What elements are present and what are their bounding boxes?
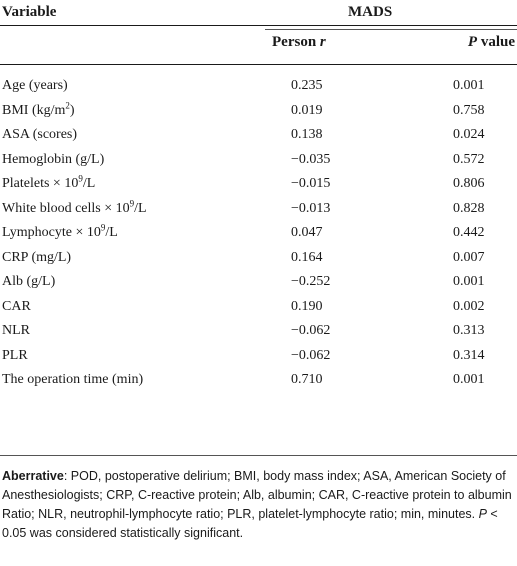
p-value-label: P value	[467, 34, 515, 50]
table-row: Lymphocyte × 109/L 0.047 0.442	[0, 222, 517, 250]
person-r-header: Person r	[272, 34, 326, 51]
superscript: 9	[129, 197, 135, 208]
variable-cell: The operation time (min)	[2, 372, 144, 387]
p-value-cell: 0.758	[453, 102, 485, 118]
rule-header-bottom	[0, 64, 517, 65]
p-value-cell: 0.024	[453, 127, 485, 142]
variable-cell: CRP (mg/L)	[2, 249, 72, 265]
person-r-label: Person r	[272, 34, 326, 50]
variable-cell: CAR	[2, 298, 31, 314]
person-r-cell: −0.015	[291, 176, 331, 191]
table-row: CRP (mg/L) 0.164 0.007	[0, 250, 517, 275]
person-r-cell: 0.190	[291, 298, 323, 314]
person-r-cell: −0.062	[291, 347, 331, 363]
rule-bottom	[0, 455, 517, 456]
variable-cell: Platelets × 109/L	[2, 173, 96, 191]
table-row: Alb (g/L) −0.252 0.001	[0, 274, 517, 299]
footnote-p-symbol: P	[478, 507, 487, 521]
variable-header: Variable	[2, 4, 57, 20]
p-value-cell: 0.806	[453, 176, 485, 191]
superscript: 9	[100, 222, 106, 233]
table-row: NLR −0.062 0.313	[0, 323, 517, 348]
person-r-cell: 0.710	[291, 372, 323, 387]
variable-cell: PLR	[2, 347, 28, 363]
p-value-cell: 0.314	[453, 347, 485, 363]
variable-cell: White blood cells × 109/L	[2, 197, 147, 216]
p-value-cell: 0.002	[453, 298, 485, 314]
p-value-header: P value	[468, 34, 515, 51]
table-row: The operation time (min) 0.710 0.001	[0, 372, 517, 397]
p-value-cell: 0.313	[453, 323, 485, 338]
person-r-cell: −0.252	[291, 274, 331, 289]
table-row: Hemoglobin (g/L) −0.035 0.572	[0, 152, 517, 177]
p-value-cell: 0.572	[453, 151, 485, 167]
footnote-text: : POD, postoperative delirium; BMI, body…	[2, 469, 512, 521]
p-value-cell: 0.007	[453, 249, 485, 265]
table-row: White blood cells × 109/L −0.013 0.828	[0, 197, 517, 226]
p-value-cell: 0.001	[453, 274, 485, 289]
table-row: Age (years) 0.235 0.001	[0, 78, 517, 103]
superscript: 9	[78, 173, 83, 184]
rule-top	[0, 25, 517, 26]
mads-group-header: MADS	[348, 4, 393, 20]
table-row: BMI (kg/m2) 0.019 0.758	[0, 99, 517, 128]
variable-cell: Age (years)	[2, 78, 68, 93]
variable-cell: BMI (kg/m2)	[2, 99, 75, 118]
table-row: CAR 0.190 0.002	[0, 299, 517, 324]
table-footnote: Aberrative: POD, postoperative delirium;…	[2, 467, 514, 543]
variable-cell: ASA (scores)	[2, 127, 78, 142]
variable-cell: NLR	[2, 323, 30, 338]
person-r-cell: −0.062	[291, 323, 331, 338]
person-r-cell: 0.138	[291, 127, 323, 142]
header-row-sub: Person r P value	[0, 34, 517, 56]
variable-cell: Lymphocyte × 109/L	[2, 222, 118, 240]
person-r-cell: −0.035	[291, 151, 331, 167]
p-value-cell: 0.828	[453, 200, 485, 216]
person-r-cell: 0.164	[291, 249, 323, 265]
table-row: PLR −0.062 0.314	[0, 348, 517, 373]
person-r-cell: 0.235	[291, 78, 323, 93]
variable-cell: Alb (g/L)	[2, 274, 56, 289]
person-r-cell: −0.013	[291, 200, 331, 216]
rule-group	[265, 29, 517, 30]
footnote-tail: < 0.05 was considered statistically sign…	[2, 507, 498, 540]
person-r-cell: 0.047	[291, 225, 323, 240]
person-r-cell: 0.019	[291, 102, 323, 118]
p-value-cell: 0.001	[453, 372, 485, 387]
p-value-cell: 0.442	[453, 225, 485, 240]
footnote-lead: Aberrative	[2, 469, 64, 483]
table-row: ASA (scores) 0.138 0.024	[0, 127, 517, 152]
table-row: Platelets × 109/L −0.015 0.806	[0, 173, 517, 201]
variable-cell: Hemoglobin (g/L)	[2, 151, 105, 167]
p-value-cell: 0.001	[453, 78, 485, 93]
header-row-top: Variable MADS	[0, 2, 517, 24]
superscript: 2	[65, 99, 70, 110]
